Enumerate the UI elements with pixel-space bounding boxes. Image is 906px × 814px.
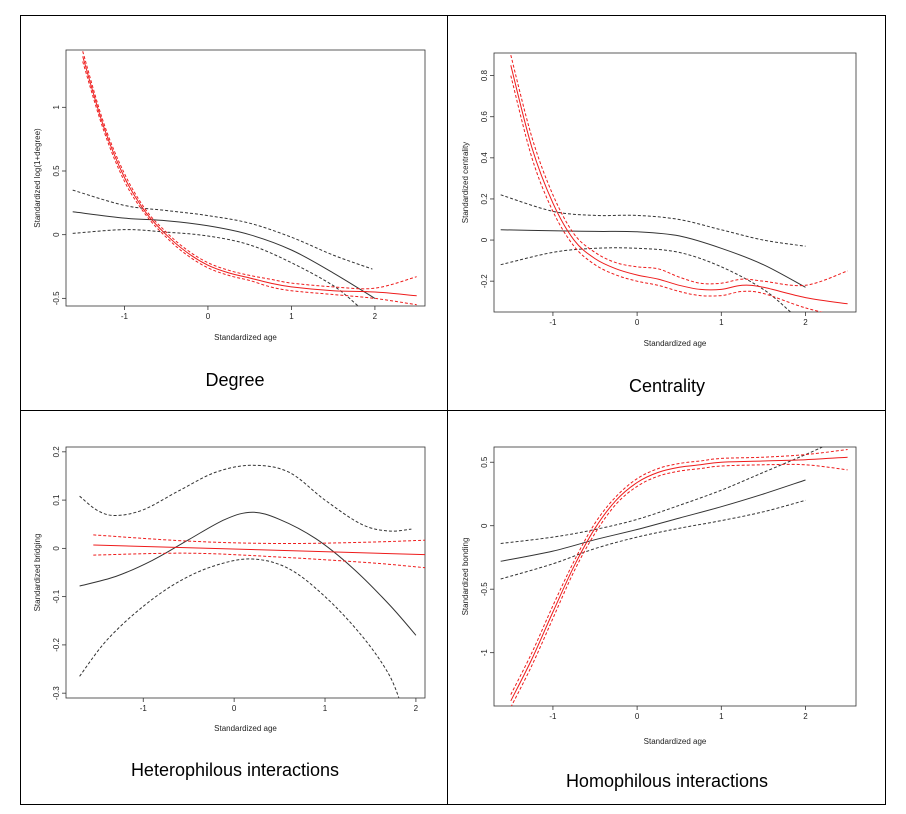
chart-panel-1: -1 0 1 2 -0.5 0 0.5 1 Standardized age Standardiz… [33,49,426,390]
plot-frame [65,49,426,307]
y-tick-label: 1 [52,105,61,110]
series-line-red-fit [82,56,417,297]
series-line-red-fit [93,544,425,556]
series-line-red-upper [510,449,848,695]
series-line-red-lower [82,61,417,306]
y-tick-label: 0 [52,232,61,237]
y-tick-label: 0.4 [480,152,489,164]
y-tick-label: 0.5 [52,165,61,177]
series-line-black-lower [500,499,806,580]
x-tick-label: 0 [635,712,640,721]
y-tick-label: -0.1 [52,589,61,603]
series-line-black-upper [500,194,806,247]
y-tick-label: 0.6 [480,111,489,123]
series-line-red-upper [82,51,417,290]
y-tick-label: -0.5 [52,291,61,305]
x-tick-label: 2 [414,704,419,713]
y-tick-label: 0 [480,237,489,242]
panel-caption: Homophilous interactions [566,771,768,791]
series-line-red-lower [510,463,848,706]
series-line-black-fit [500,479,806,562]
chart-panel-3: -1 0 1 2 -0.3 -0.2 -0.1 0 0.1 0.2 Standardized age… [33,446,426,780]
y-tick-label: -0.2 [52,637,61,651]
panel-caption: Degree [205,370,264,390]
x-tick-label: 0 [232,704,237,713]
y-axis-label: Standardized log(1+degree) [33,128,42,228]
series-line-red-lower [510,75,824,312]
series-line-black-upper [500,447,823,544]
series-line-black-upper [79,464,412,532]
plot-frame [493,446,857,707]
x-tick-label: 2 [803,712,808,721]
x-tick-label: 0 [635,318,640,327]
panel-caption: Heterophilous interactions [131,760,339,780]
x-tick-label: -1 [140,704,148,713]
x-tick-label: -1 [121,312,129,321]
x-axis-label: Standardized age [644,339,707,348]
series-line-red-fit [510,65,848,305]
x-tick-label: 1 [289,312,294,321]
y-tick-label: 0.1 [52,494,61,506]
panel-caption: Centrality [629,376,705,396]
y-tick-label: -0.5 [480,582,489,596]
y-axis-label: Standardized centrality [461,142,470,223]
series-line-red-upper [93,534,425,545]
x-tick-label: 1 [719,712,724,721]
x-axis-label: Standardized age [214,333,277,342]
series-line-black-lower [500,247,792,312]
x-tick-label: -1 [549,318,557,327]
y-tick-label: 0.2 [52,446,61,458]
x-tick-label: 1 [323,704,328,713]
x-tick-label: 0 [206,312,211,321]
series-line-red-upper [510,54,848,287]
x-tick-label: 2 [803,318,808,327]
y-tick-label: -0.2 [480,274,489,288]
y-tick-label: 0 [480,523,489,528]
y-tick-label: 0.5 [480,456,489,468]
y-axis-label: Standardized bonding [461,538,470,616]
y-tick-label: 0.2 [480,193,489,205]
series-line-red-lower [93,552,425,569]
plot-frame [493,52,857,313]
series-line-black-lower [72,229,359,306]
y-axis-label: Standardized bridging [33,534,42,612]
series-line-black-fit [79,511,417,636]
series-line-red-fit [510,456,848,702]
x-tick-label: -1 [549,712,557,721]
series-line-black-upper [72,189,373,270]
plot-frame [65,446,426,699]
series-line-black-fit [500,229,806,288]
x-tick-label: 1 [719,318,724,327]
y-tick-label: 0.8 [480,70,489,82]
x-tick-label: 2 [373,312,378,321]
x-axis-label: Standardized age [644,737,707,746]
chart-panel-4: -1 0 1 2 -1 -0.5 0 0.5 Standardized age Standardi… [461,446,857,791]
series-line-black-lower [79,558,400,698]
y-tick-label: -0.3 [52,686,61,700]
y-tick-label: -1 [480,649,489,657]
chart-panel-2: -1 0 1 2 -0.2 0 0.2 0.4 0.6 0.8 Standardized age St… [461,52,857,396]
series-line-black-fit [72,211,376,299]
x-axis-label: Standardized age [214,724,277,733]
y-tick-label: 0 [52,546,61,551]
